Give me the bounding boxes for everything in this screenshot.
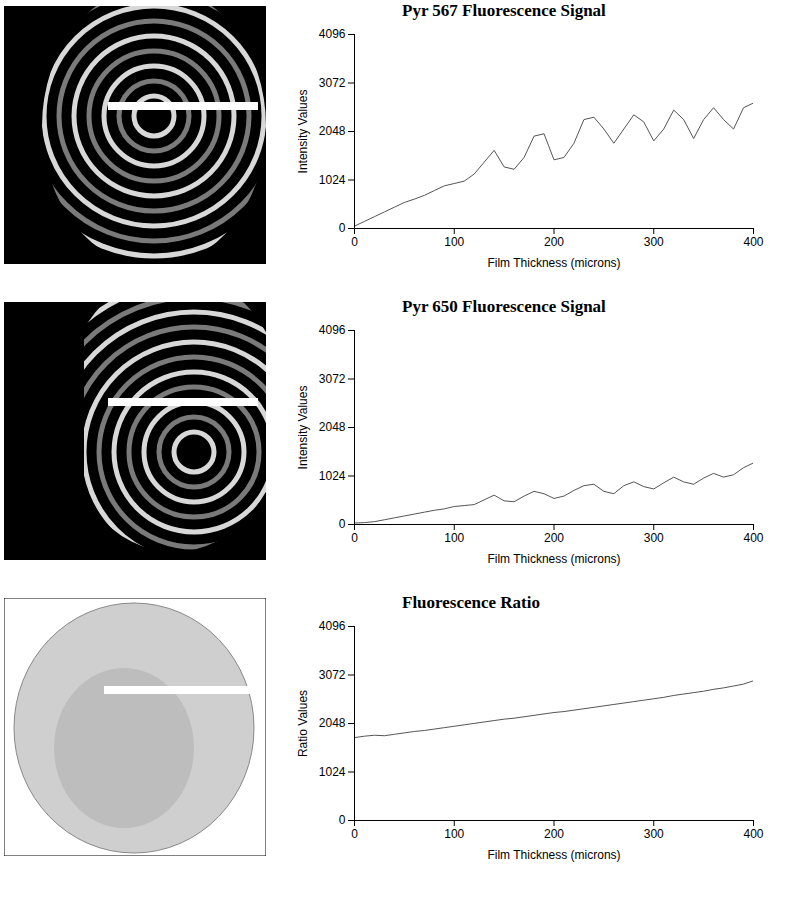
svg-text:Film Thickness (microns): Film Thickness (microns) xyxy=(487,848,620,862)
svg-text:200: 200 xyxy=(544,827,564,841)
html-text:Fluorescence Ratio: Fluorescence Ratio xyxy=(402,593,540,612)
svg-text:Intensity Values: Intensity Values xyxy=(296,90,310,174)
svg-text:300: 300 xyxy=(644,235,664,249)
svg-text:300: 300 xyxy=(644,531,664,545)
svg-text:2048: 2048 xyxy=(319,420,346,434)
svg-text:0: 0 xyxy=(351,531,358,545)
svg-text:0: 0 xyxy=(351,235,358,249)
svg-text:400: 400 xyxy=(743,531,763,545)
svg-text:Ratio Values: Ratio Values xyxy=(296,690,310,757)
svg-text:100: 100 xyxy=(444,827,464,841)
html-text:Pyr 650 Fluorescence Signal: Pyr 650 Fluorescence Signal xyxy=(402,297,606,316)
svg-text:4096: 4096 xyxy=(319,323,346,337)
svg-text:4096: 4096 xyxy=(319,619,346,633)
svg-text:1024: 1024 xyxy=(319,765,346,779)
svg-text:Intensity Values: Intensity Values xyxy=(296,386,310,470)
svg-text:400: 400 xyxy=(743,235,763,249)
svg-text:0: 0 xyxy=(339,221,346,235)
svg-text:400: 400 xyxy=(743,827,763,841)
svg-text:0: 0 xyxy=(339,517,346,531)
svg-text:200: 200 xyxy=(544,531,564,545)
svg-text:2048: 2048 xyxy=(319,124,346,138)
svg-text:0: 0 xyxy=(339,813,346,827)
svg-text:1024: 1024 xyxy=(319,173,346,187)
svg-text:200: 200 xyxy=(544,235,564,249)
svg-text:Film Thickness (microns): Film Thickness (microns) xyxy=(487,256,620,270)
svg-text:100: 100 xyxy=(444,235,464,249)
html-text:Pyr 567 Fluorescence Signal: Pyr 567 Fluorescence Signal xyxy=(402,1,606,20)
svg-text:3072: 3072 xyxy=(319,372,346,386)
svg-text:0: 0 xyxy=(351,827,358,841)
svg-text:300: 300 xyxy=(644,827,664,841)
svg-text:3072: 3072 xyxy=(319,76,346,90)
svg-text:1024: 1024 xyxy=(319,469,346,483)
svg-text:3072: 3072 xyxy=(319,668,346,682)
svg-text:4096: 4096 xyxy=(319,27,346,41)
svg-text:Film Thickness (microns): Film Thickness (microns) xyxy=(487,552,620,566)
svg-text:100: 100 xyxy=(444,531,464,545)
svg-text:2048: 2048 xyxy=(319,716,346,730)
